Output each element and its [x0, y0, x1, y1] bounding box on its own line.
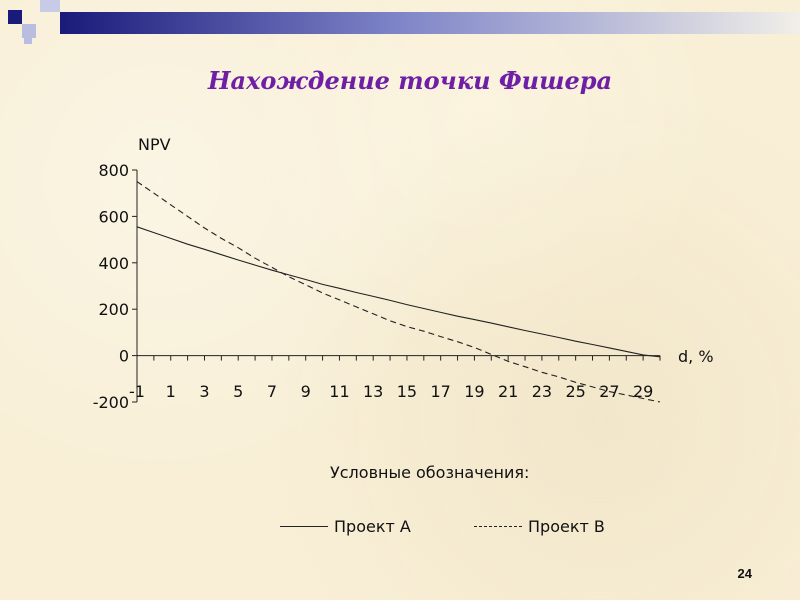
- deco-square-dark: [8, 10, 22, 24]
- header-bar: [60, 12, 800, 34]
- y-tick-label: 0: [119, 347, 129, 366]
- x-tick-label: 11: [329, 382, 349, 401]
- series-line-project-b: [136, 181, 661, 403]
- x-tick-label: 21: [498, 382, 518, 401]
- legend-line-solid: [280, 526, 328, 527]
- x-tick-label: 7: [267, 382, 277, 401]
- y-tick-label: 200: [98, 300, 129, 319]
- deco-square-small: [24, 36, 32, 44]
- x-tick-label: 13: [363, 382, 383, 401]
- deco-square-light: [22, 24, 36, 38]
- x-tick-label: 5: [233, 382, 243, 401]
- x-tick-label: 1: [166, 382, 176, 401]
- y-tick-label: 400: [98, 254, 129, 273]
- legend-item-project-a: Проект А: [280, 517, 411, 536]
- x-tick-label: 9: [301, 382, 311, 401]
- x-tick-label: 29: [633, 382, 653, 401]
- x-tick-label: 19: [464, 382, 484, 401]
- legend-title: Условные обозначения:: [330, 463, 530, 482]
- y-tick-label: 600: [98, 207, 129, 226]
- y-axis-label: NPV: [138, 135, 171, 154]
- legend-label-project-b: Проект В: [528, 517, 605, 536]
- series-line-project-a: [136, 226, 661, 358]
- legend-line-dashed: [474, 526, 522, 527]
- x-tick-label: 17: [430, 382, 450, 401]
- x-axis-label: d, %: [678, 347, 714, 366]
- page-number: 24: [737, 566, 752, 581]
- x-tick-label: 3: [199, 382, 209, 401]
- deco-square-light-2: [40, 0, 60, 12]
- y-tick-label: 800: [98, 161, 129, 180]
- header-decoration: [8, 0, 800, 44]
- x-tick-label: 23: [532, 382, 552, 401]
- y-tick-label: -200: [93, 393, 129, 412]
- legend-label-project-a: Проект А: [334, 517, 411, 536]
- legend-item-project-b: Проект В: [474, 517, 605, 536]
- x-tick-label: 25: [565, 382, 585, 401]
- x-tick-label: -1: [129, 382, 145, 401]
- slide-title: Нахождение точки Фишера: [207, 66, 613, 95]
- x-tick-label: 15: [397, 382, 417, 401]
